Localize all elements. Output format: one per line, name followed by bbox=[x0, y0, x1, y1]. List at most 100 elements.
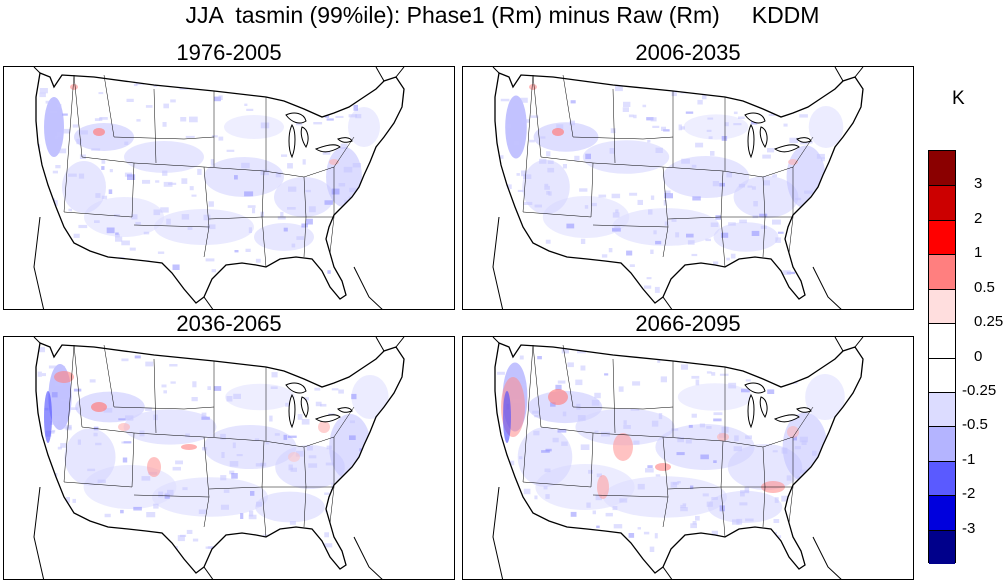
anomaly-cell bbox=[534, 415, 539, 418]
anomaly-cell bbox=[692, 521, 697, 525]
anomaly-cell bbox=[185, 433, 190, 438]
anomaly-cell bbox=[290, 467, 297, 472]
anomaly-cell bbox=[745, 379, 751, 382]
anomaly-cell bbox=[121, 281, 130, 285]
anomaly-cell bbox=[706, 501, 713, 507]
warming-anomaly bbox=[118, 423, 130, 431]
anomaly-cell bbox=[287, 163, 293, 169]
anomaly-cell bbox=[710, 151, 715, 156]
cooling-anomaly bbox=[44, 97, 64, 157]
anomaly-cell bbox=[507, 556, 513, 560]
great-lake bbox=[747, 124, 755, 159]
coastline bbox=[353, 536, 383, 579]
anomaly-cell bbox=[712, 181, 719, 187]
anomaly-cell bbox=[729, 349, 738, 354]
anomaly-cell bbox=[62, 365, 66, 372]
anomaly-cell bbox=[548, 191, 552, 196]
colorbar-swatch bbox=[929, 460, 955, 496]
anomaly-cell bbox=[40, 476, 47, 481]
anomaly-cell bbox=[774, 497, 779, 503]
anomaly-cell bbox=[203, 214, 211, 221]
state-boundary bbox=[261, 170, 265, 218]
state-boundary bbox=[662, 436, 724, 442]
map-canvas bbox=[492, 67, 864, 309]
warming-anomaly bbox=[147, 457, 161, 477]
anomaly-cell bbox=[544, 468, 551, 473]
state-boundary bbox=[133, 224, 210, 228]
great-lake bbox=[300, 126, 309, 148]
state-boundary bbox=[203, 166, 210, 228]
anomaly-cell bbox=[733, 446, 742, 452]
anomaly-cell bbox=[500, 471, 506, 478]
state-boundary bbox=[333, 136, 355, 168]
anomaly-cell bbox=[99, 117, 108, 120]
anomaly-cell bbox=[181, 214, 190, 220]
anomaly-cell bbox=[187, 226, 193, 230]
great-lake bbox=[773, 144, 800, 153]
anomaly-cell bbox=[732, 519, 740, 525]
anomaly-cell bbox=[114, 214, 120, 217]
anomaly-cell bbox=[39, 92, 46, 98]
anomaly-cell bbox=[657, 357, 661, 363]
anomaly-cell bbox=[327, 270, 331, 274]
anomaly-cell bbox=[728, 222, 736, 226]
anomaly-cell bbox=[287, 435, 297, 438]
anomaly-cell bbox=[739, 502, 748, 506]
anomaly-cell bbox=[109, 169, 113, 173]
anomaly-cell bbox=[713, 418, 722, 422]
coastline bbox=[662, 566, 673, 579]
anomaly-cell bbox=[191, 194, 197, 197]
anomaly-cell bbox=[57, 131, 63, 138]
anomaly-cell bbox=[89, 379, 96, 383]
anomaly-cell bbox=[234, 250, 239, 253]
anomaly-field bbox=[36, 347, 389, 557]
great-lake bbox=[288, 394, 296, 429]
cooling-anomaly bbox=[123, 409, 217, 445]
state-boundary bbox=[792, 136, 814, 168]
state-boundary bbox=[662, 166, 724, 172]
anomaly-cell bbox=[533, 430, 540, 436]
anomaly-field bbox=[495, 347, 845, 560]
state-boundary bbox=[63, 344, 75, 483]
anomaly-cell bbox=[302, 397, 309, 401]
anomaly-cell bbox=[647, 139, 651, 143]
anomaly-cell bbox=[738, 116, 745, 119]
anomaly-cell bbox=[537, 356, 542, 360]
anomaly-cell bbox=[338, 183, 346, 187]
coastline bbox=[812, 266, 842, 309]
cooling-anomaly bbox=[677, 383, 753, 411]
anomaly-cell bbox=[93, 432, 98, 437]
state-boundary bbox=[81, 426, 135, 434]
cooling-anomaly bbox=[505, 95, 527, 159]
anomaly-cell bbox=[278, 281, 285, 285]
state-boundary bbox=[788, 216, 794, 254]
anomaly-cell bbox=[68, 208, 73, 212]
anomaly-cell bbox=[269, 415, 273, 422]
coastline bbox=[203, 296, 214, 309]
anomaly-cell bbox=[613, 524, 623, 529]
state-boundary bbox=[103, 74, 115, 138]
anomaly-cell bbox=[632, 381, 641, 386]
anomaly-cell bbox=[301, 350, 308, 354]
anomaly-cell bbox=[267, 80, 273, 84]
anomaly-cell bbox=[755, 359, 764, 362]
anomaly-cell bbox=[250, 491, 255, 496]
anomaly-cell bbox=[121, 358, 129, 362]
anomaly-cell bbox=[146, 512, 156, 518]
anomaly-cell bbox=[331, 188, 340, 195]
anomaly-cell bbox=[697, 99, 703, 105]
state-boundary bbox=[329, 486, 335, 524]
state-boundary bbox=[592, 494, 669, 498]
anomaly-cell bbox=[740, 492, 745, 497]
anomaly-cell bbox=[801, 362, 810, 368]
anomaly-cell bbox=[637, 199, 643, 205]
warming-anomaly bbox=[548, 389, 568, 405]
colorbar-tick-label: -3 bbox=[962, 519, 976, 537]
anomaly-cell bbox=[612, 506, 618, 511]
panel-title-1: 1976-2005 bbox=[176, 40, 282, 65]
anomaly-cell bbox=[55, 165, 61, 169]
anomaly-cell bbox=[706, 426, 712, 429]
anomaly-cell bbox=[560, 546, 564, 549]
cooling-anomaly bbox=[683, 114, 749, 140]
anomaly-cell bbox=[51, 392, 58, 398]
